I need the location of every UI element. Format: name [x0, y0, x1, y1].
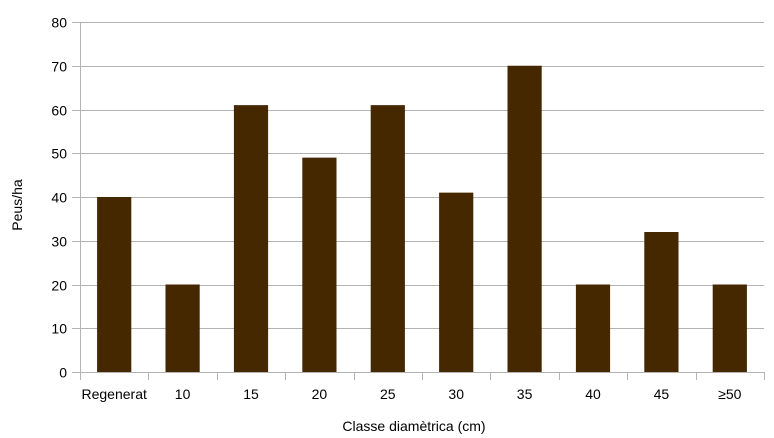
x-tick-label: Regenerat [82, 386, 147, 402]
bar-4 [370, 105, 405, 372]
x-tick-label: 45 [654, 386, 670, 402]
bar-3 [302, 157, 337, 372]
y-tick-label: 70 [51, 59, 67, 75]
axes [72, 22, 765, 380]
y-tick-label: 80 [51, 15, 67, 31]
y-axis-title: Peus/ha [9, 179, 25, 231]
bar-5 [439, 192, 474, 372]
x-tick-label: 30 [448, 386, 464, 402]
y-tick-label: 30 [51, 234, 67, 250]
bars [97, 65, 747, 372]
x-tick-label: ≥50 [718, 386, 741, 402]
bar-2 [233, 105, 269, 372]
y-tick-labels: 0 10 20 30 40 50 60 70 80 [51, 15, 67, 381]
x-tick-label: 20 [312, 386, 328, 402]
bar-6 [507, 65, 542, 372]
x-axis-title: Classe diamètrica (cm) [342, 418, 485, 434]
x-tick-label: 40 [585, 386, 601, 402]
y-tick-label: 20 [51, 278, 67, 294]
y-tick-label: 40 [51, 190, 67, 206]
bar-7 [575, 284, 611, 372]
x-tick-label: 15 [243, 386, 259, 402]
y-tick-label: 50 [51, 146, 67, 162]
x-tick-labels: Regenerat 10 15 20 25 30 35 40 45 ≥50 [82, 386, 742, 402]
bar-0 [97, 197, 132, 372]
x-tick-label: 10 [175, 386, 191, 402]
y-tick-label: 10 [51, 321, 67, 337]
y-tick-label: 0 [59, 365, 67, 381]
y-tick-label: 60 [51, 103, 67, 119]
x-tick-label: 35 [517, 386, 533, 402]
bar-8 [644, 232, 679, 372]
bar-1 [165, 284, 200, 372]
x-tick-label: 25 [380, 386, 396, 402]
bar-9 [712, 284, 747, 372]
